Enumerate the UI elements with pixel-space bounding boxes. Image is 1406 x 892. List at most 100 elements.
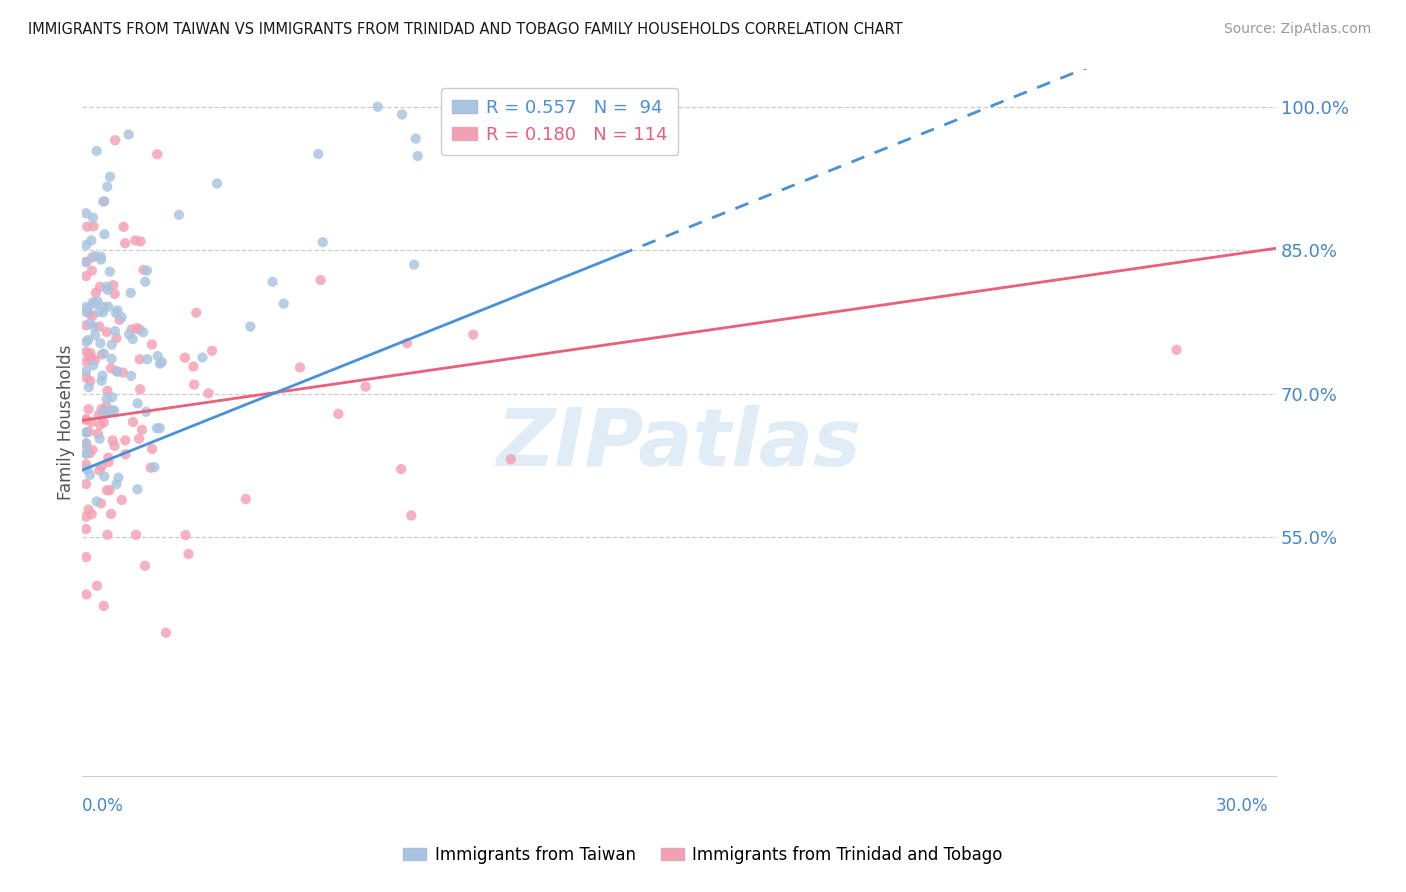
Point	[125, 528, 148, 542]
Point	[87, 426, 110, 441]
Point	[499, 452, 522, 467]
Point	[367, 100, 389, 114]
Point	[75, 412, 97, 426]
Point	[91, 305, 114, 319]
Point	[105, 364, 128, 378]
Point	[75, 318, 97, 333]
Legend: Immigrants from Taiwan, Immigrants from Trinidad and Tobago: Immigrants from Taiwan, Immigrants from …	[396, 839, 1010, 871]
Point	[93, 599, 115, 613]
Point	[402, 258, 425, 272]
Point	[90, 459, 112, 474]
Point	[89, 432, 111, 446]
Text: 30.0%: 30.0%	[1216, 797, 1268, 815]
Point	[98, 169, 121, 184]
Point	[79, 346, 101, 360]
Point	[107, 303, 129, 318]
Point	[75, 269, 97, 284]
Point	[103, 439, 125, 453]
Point	[128, 352, 150, 367]
Point	[112, 219, 135, 234]
Point	[104, 287, 127, 301]
Point	[307, 147, 329, 161]
Point	[1166, 343, 1188, 357]
Point	[120, 285, 142, 300]
Point	[79, 316, 101, 330]
Point	[406, 149, 429, 163]
Point	[136, 352, 159, 367]
Point	[75, 509, 97, 524]
Point	[97, 283, 120, 297]
Point	[146, 147, 169, 161]
Point	[239, 319, 262, 334]
Point	[79, 467, 101, 482]
Point	[89, 319, 111, 334]
Point	[328, 407, 350, 421]
Point	[75, 413, 97, 427]
Point	[141, 442, 163, 456]
Point	[75, 334, 97, 349]
Point	[155, 625, 177, 640]
Point	[93, 227, 115, 242]
Point	[82, 211, 104, 225]
Point	[75, 370, 97, 384]
Point	[91, 368, 114, 383]
Point	[309, 273, 332, 287]
Point	[89, 417, 111, 432]
Point	[191, 351, 214, 365]
Point	[82, 295, 104, 310]
Text: 0.0%: 0.0%	[82, 797, 124, 815]
Point	[100, 351, 122, 366]
Point	[77, 502, 100, 516]
Point	[98, 404, 121, 418]
Point	[104, 133, 127, 147]
Point	[149, 421, 172, 435]
Point	[120, 368, 142, 383]
Point	[389, 462, 412, 476]
Point	[101, 434, 124, 448]
Point	[111, 492, 134, 507]
Point	[96, 392, 118, 406]
Point	[75, 425, 97, 440]
Point	[83, 319, 105, 334]
Point	[93, 300, 115, 314]
Point	[96, 325, 118, 339]
Point	[75, 477, 97, 491]
Point	[134, 558, 156, 573]
Point	[83, 249, 105, 263]
Point	[79, 446, 101, 460]
Point	[76, 219, 98, 234]
Point	[100, 337, 122, 351]
Point	[205, 177, 228, 191]
Point	[111, 366, 134, 380]
Point	[80, 415, 103, 429]
Point	[139, 460, 162, 475]
Point	[262, 275, 284, 289]
Point	[79, 374, 101, 388]
Point	[79, 307, 101, 321]
Point	[87, 408, 110, 422]
Point	[94, 404, 117, 418]
Point	[97, 450, 120, 465]
Point	[96, 527, 118, 541]
Point	[91, 194, 114, 209]
Point	[77, 402, 100, 417]
Point	[575, 100, 598, 114]
Point	[84, 328, 107, 343]
Point	[118, 327, 141, 342]
Point	[97, 455, 120, 469]
Point	[288, 360, 311, 375]
Point	[83, 219, 105, 234]
Point	[80, 507, 103, 521]
Point	[96, 384, 118, 398]
Point	[84, 285, 107, 300]
Point	[90, 374, 112, 388]
Point	[77, 333, 100, 347]
Point	[114, 236, 136, 251]
Legend: R = 0.557   N =  94, R = 0.180   N = 114: R = 0.557 N = 94, R = 0.180 N = 114	[441, 88, 679, 155]
Point	[86, 579, 108, 593]
Point	[82, 251, 104, 265]
Point	[128, 322, 150, 336]
Point	[111, 310, 134, 325]
Point	[124, 234, 146, 248]
Point	[86, 144, 108, 158]
